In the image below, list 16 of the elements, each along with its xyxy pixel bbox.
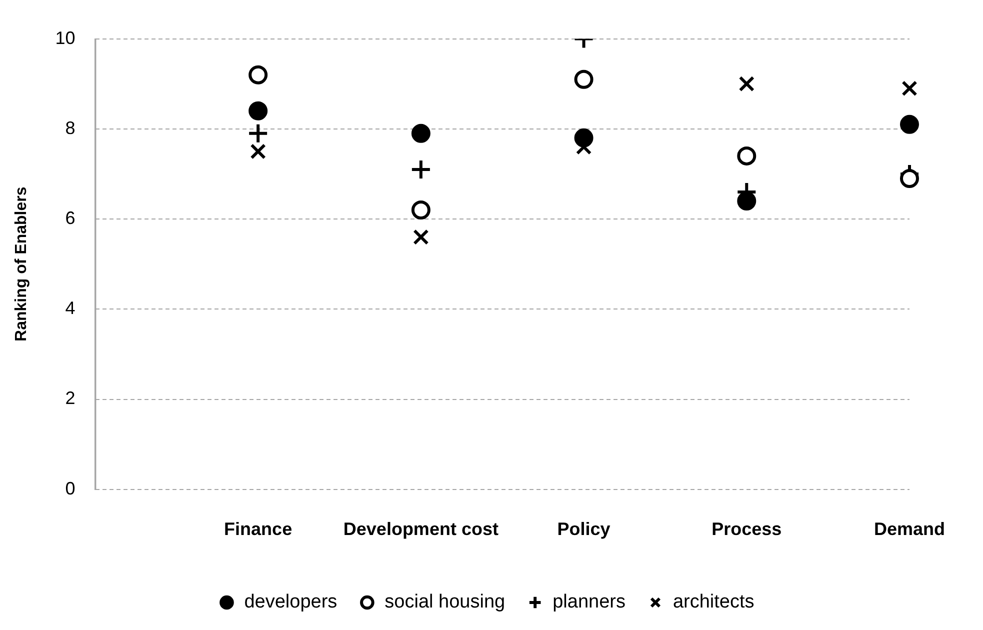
y-axis-title: Ranking of Enablers xyxy=(13,186,30,342)
y-tick-label: 0 xyxy=(65,478,76,498)
y-tick-label: 2 xyxy=(65,388,76,408)
y-tick-label: 6 xyxy=(65,208,76,228)
x-tick-label: Development cost xyxy=(343,519,498,540)
y-tick-label: 10 xyxy=(55,28,76,48)
x-tick-label: Process xyxy=(712,519,782,540)
y-tick-label: 4 xyxy=(65,298,76,318)
y-tick-label: 8 xyxy=(65,118,76,138)
x-tick-label: Finance xyxy=(224,519,292,540)
x-tick-label: Policy xyxy=(557,519,610,540)
x-tick-label: Demand xyxy=(874,519,945,540)
legend-label: planners xyxy=(552,592,626,613)
legend-label: architects xyxy=(672,592,754,613)
legend-label: social housing xyxy=(384,592,506,613)
legend-label: developers xyxy=(244,592,338,613)
